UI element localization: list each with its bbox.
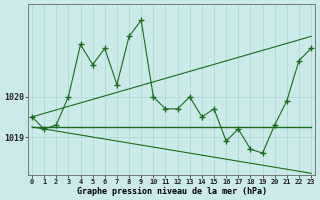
X-axis label: Graphe pression niveau de la mer (hPa): Graphe pression niveau de la mer (hPa) <box>76 187 267 196</box>
